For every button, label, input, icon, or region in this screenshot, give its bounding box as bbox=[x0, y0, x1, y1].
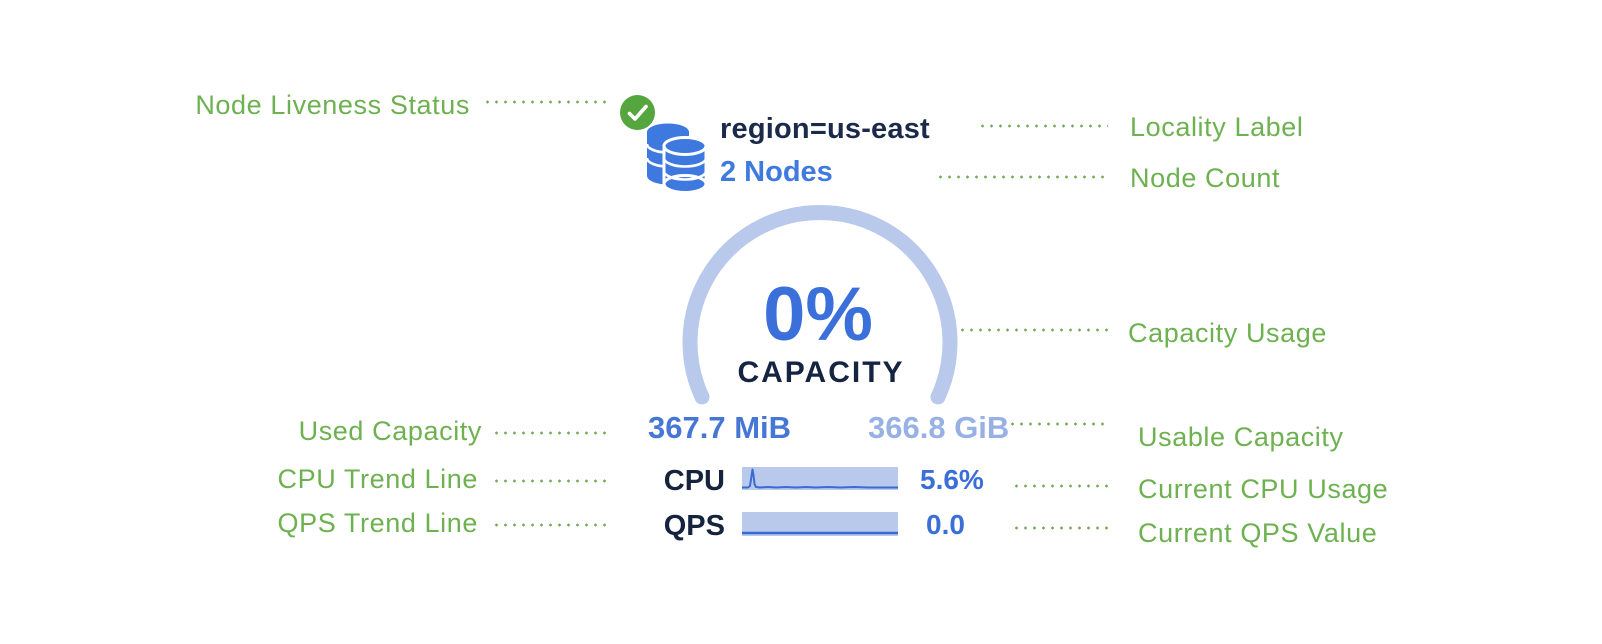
node-count: 2 Nodes bbox=[720, 156, 833, 188]
annotation-node-liveness-status: Node Liveness Status bbox=[195, 90, 470, 120]
annotation-locality-label: Locality Label bbox=[1130, 112, 1304, 142]
used-capacity-value: 367.7 MiB bbox=[648, 410, 792, 445]
usable-capacity-value: 366.8 GiB bbox=[868, 410, 1010, 445]
leader-line-current-qps bbox=[1012, 526, 1108, 530]
annotation-node-count: Node Count bbox=[1130, 163, 1281, 193]
annotation-current-cpu-usage: Current CPU Usage bbox=[1138, 474, 1389, 504]
leader-line-capacity-usage bbox=[958, 328, 1108, 332]
database-icon bbox=[645, 123, 708, 194]
annotation-current-qps-value: Current QPS Value bbox=[1138, 518, 1378, 548]
annotation-used-capacity: Used Capacity bbox=[298, 416, 482, 446]
cpu-value: 5.6% bbox=[920, 464, 984, 495]
capacity-gauge-arc bbox=[682, 205, 958, 405]
qps-label: QPS bbox=[663, 510, 725, 542]
qps-sparkline bbox=[742, 512, 898, 536]
annotation-qps-trend-line: QPS Trend Line bbox=[277, 508, 478, 538]
leader-line-node-count bbox=[936, 175, 1108, 179]
locality-label: region=us-east bbox=[720, 113, 930, 145]
qps-value: 0.0 bbox=[926, 509, 965, 540]
leader-line-used-capacity bbox=[492, 431, 612, 435]
cpu-sparkline bbox=[742, 467, 898, 490]
annotation-usable-capacity: Usable Capacity bbox=[1138, 422, 1344, 452]
capacity-percent: 0% bbox=[763, 272, 873, 357]
cpu-label: CPU bbox=[663, 465, 725, 497]
check-circle-icon bbox=[620, 95, 655, 130]
leader-line-usable-capacity bbox=[1008, 422, 1108, 426]
leader-line-node-liveness bbox=[483, 100, 611, 104]
annotation-capacity-usage: Capacity Usage bbox=[1128, 318, 1327, 348]
leader-line-current-cpu bbox=[1012, 484, 1108, 488]
leader-line-cpu-trend bbox=[492, 479, 612, 483]
leader-line-locality bbox=[978, 124, 1108, 128]
leader-line-qps-trend bbox=[492, 523, 612, 527]
annotation-cpu-trend-line: CPU Trend Line bbox=[277, 464, 478, 494]
capacity-caption: CAPACITY bbox=[737, 356, 905, 389]
cpu-trend-line bbox=[742, 468, 898, 489]
